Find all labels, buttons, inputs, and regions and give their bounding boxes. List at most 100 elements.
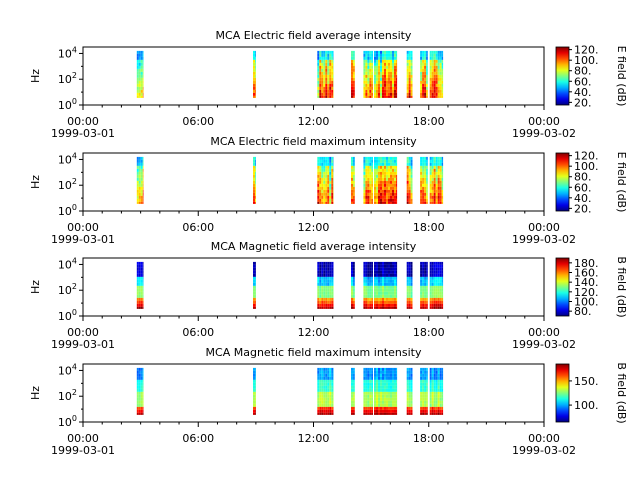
heatmap-cell bbox=[353, 389, 355, 392]
heatmap-cell bbox=[365, 410, 367, 413]
heatmap-cell bbox=[440, 60, 442, 63]
heatmap-cell bbox=[137, 389, 139, 392]
heatmap-cell bbox=[388, 386, 390, 389]
heatmap-cell bbox=[374, 193, 376, 196]
heatmap-cell bbox=[323, 371, 325, 374]
heatmap-cell bbox=[420, 262, 422, 265]
heatmap-cell bbox=[353, 301, 355, 304]
heatmap-cell bbox=[394, 84, 396, 87]
heatmap-cell bbox=[422, 271, 424, 274]
heatmap-cell bbox=[253, 54, 255, 57]
heatmap-cell bbox=[434, 274, 436, 277]
heatmap-cell bbox=[376, 268, 378, 271]
heatmap-cell bbox=[369, 386, 371, 389]
heatmap-cell bbox=[434, 166, 436, 169]
heatmap-cell bbox=[319, 298, 321, 301]
heatmap-cell bbox=[141, 169, 143, 172]
heatmap-cell bbox=[331, 184, 333, 187]
heatmap-cell bbox=[388, 304, 390, 307]
heatmap-cell bbox=[434, 178, 436, 181]
heatmap-cell bbox=[325, 274, 327, 277]
heatmap-cell bbox=[367, 75, 369, 78]
heatmap-cell bbox=[143, 181, 144, 184]
heatmap-cell bbox=[440, 184, 442, 187]
heatmap-cell bbox=[411, 66, 413, 69]
heatmap-cell bbox=[388, 187, 390, 190]
heatmap-cell bbox=[438, 160, 440, 163]
heatmap-cell bbox=[351, 160, 353, 163]
heatmap-cell bbox=[388, 202, 390, 204]
heatmap-cell bbox=[353, 386, 355, 389]
heatmap-cell bbox=[253, 163, 255, 166]
heatmap-cell bbox=[422, 268, 424, 271]
heatmap-cell bbox=[422, 57, 424, 60]
heatmap-cell bbox=[384, 190, 386, 193]
heatmap-cell bbox=[388, 262, 390, 265]
heatmap-cell bbox=[353, 157, 355, 160]
heatmap-cell bbox=[329, 410, 331, 413]
heatmap-cell bbox=[394, 175, 396, 178]
heatmap-cell bbox=[438, 84, 440, 87]
heatmap-cell bbox=[392, 199, 394, 202]
heatmap-cell bbox=[424, 262, 426, 265]
heatmap-cell bbox=[378, 175, 380, 178]
heatmap-cell bbox=[374, 383, 376, 386]
heatmap-cell bbox=[390, 172, 392, 175]
heatmap-cell bbox=[442, 386, 443, 389]
heatmap-cell bbox=[369, 184, 371, 187]
heatmap-cell bbox=[424, 271, 426, 274]
heatmap-cell bbox=[143, 410, 144, 413]
heatmap-cell bbox=[382, 280, 384, 283]
heatmap-cell bbox=[351, 169, 353, 172]
heatmap-cell bbox=[325, 404, 327, 407]
heatmap-cell bbox=[319, 307, 321, 309]
heatmap-cell bbox=[384, 392, 386, 395]
heatmap-cell bbox=[327, 410, 329, 413]
heatmap-cell bbox=[432, 292, 434, 295]
heatmap-cell bbox=[371, 66, 373, 69]
heatmap-cell bbox=[407, 386, 409, 389]
heatmap-cell bbox=[390, 286, 392, 289]
heatmap-cell bbox=[325, 286, 327, 289]
heatmap-cell bbox=[255, 57, 256, 60]
heatmap-cell bbox=[434, 54, 436, 57]
heatmap-cell bbox=[327, 90, 329, 93]
heatmap-cell bbox=[411, 166, 413, 169]
heatmap-cell bbox=[369, 395, 371, 398]
heatmap-cell bbox=[321, 96, 323, 98]
heatmap-cell bbox=[430, 184, 432, 187]
heatmap-cell bbox=[422, 175, 424, 178]
heatmap-cell bbox=[442, 51, 443, 54]
heatmap-cell bbox=[365, 163, 367, 166]
heatmap-cell bbox=[253, 187, 255, 190]
heatmap-cell bbox=[382, 392, 384, 395]
heatmap-cell bbox=[331, 78, 333, 81]
heatmap-cell bbox=[255, 277, 256, 280]
heatmap-cell bbox=[353, 184, 355, 187]
heatmap-cell bbox=[363, 407, 365, 410]
heatmap-cell bbox=[325, 199, 327, 202]
heatmap-cell bbox=[390, 81, 392, 84]
heatmap-cell bbox=[396, 90, 397, 93]
heatmap-cell bbox=[137, 398, 139, 401]
heatmap-cell bbox=[394, 69, 396, 72]
heatmap-cell bbox=[392, 262, 394, 265]
heatmap-cell bbox=[331, 87, 333, 90]
heatmap-cell bbox=[367, 274, 369, 277]
heatmap-cell bbox=[329, 277, 331, 280]
heatmap-cell bbox=[384, 398, 386, 401]
heatmap-cell bbox=[351, 262, 353, 265]
heatmap-cell bbox=[420, 292, 422, 295]
heatmap-cell bbox=[376, 199, 378, 202]
heatmap-cell bbox=[351, 289, 353, 292]
heatmap-cell bbox=[384, 202, 386, 204]
heatmap-cell bbox=[407, 193, 409, 196]
heatmap-cell bbox=[325, 60, 327, 63]
heatmap-cell bbox=[329, 57, 331, 60]
heatmap-cell bbox=[440, 66, 442, 69]
heatmap-cell bbox=[365, 175, 367, 178]
heatmap-cell bbox=[424, 60, 426, 63]
heatmap-cell bbox=[420, 304, 422, 307]
heatmap-cell bbox=[376, 178, 378, 181]
heatmap-cell bbox=[319, 410, 321, 413]
